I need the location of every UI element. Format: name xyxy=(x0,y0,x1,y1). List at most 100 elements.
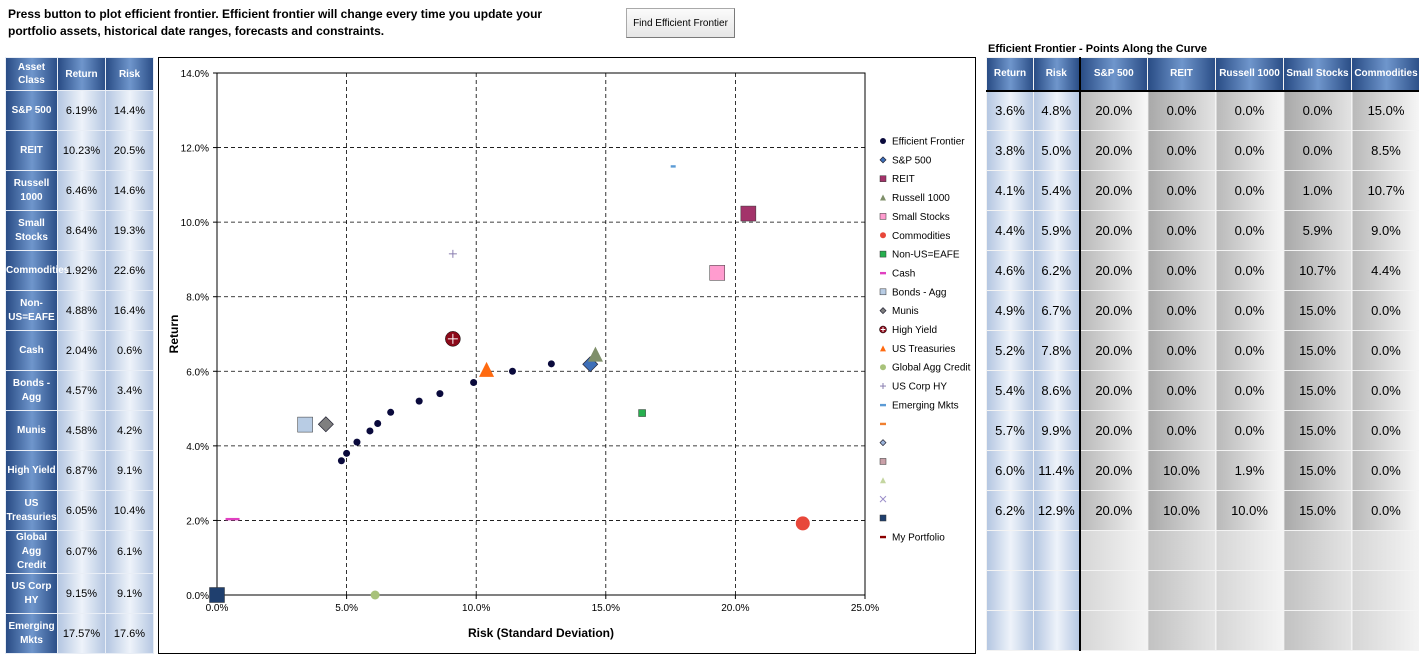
legend-label: Bonds - Agg xyxy=(892,287,946,298)
data-point-0-10 xyxy=(547,360,555,368)
ef-allocation-cell: 9.0% xyxy=(1351,210,1419,251)
asset-risk-cell[interactable]: 22.6% xyxy=(105,250,154,291)
y-axis-label: Return xyxy=(167,315,181,354)
data-point-0-7 xyxy=(436,390,444,398)
asset-risk-cell[interactable]: 20.5% xyxy=(105,130,154,171)
asset-risk-cell[interactable]: 17.6% xyxy=(105,613,154,654)
asset-return-cell[interactable]: 6.07% xyxy=(57,530,106,574)
asset-return-cell[interactable]: 6.05% xyxy=(57,490,106,531)
y-tick-label: 6.0% xyxy=(186,367,209,378)
asset-name-cell: Small Stocks xyxy=(5,210,58,251)
ef-allocation-cell: 15.0% xyxy=(1351,89,1419,131)
empty-row xyxy=(986,570,1419,611)
asset-name-cell: REIT xyxy=(5,130,58,171)
efficient-frontier-points-table: Return Risk S&P 500 REIT Russell 1000 Small S… xyxy=(986,57,1419,651)
ef-point-cell: 5.4% xyxy=(986,370,1034,411)
empty-cell xyxy=(1351,530,1419,571)
asset-table-header: Return xyxy=(57,57,106,91)
data-point-0-5 xyxy=(387,408,395,416)
empty-cell xyxy=(1033,610,1080,651)
asset-risk-cell[interactable]: 4.2% xyxy=(105,410,154,451)
asset-name-cell: US Corp HY xyxy=(5,573,58,614)
data-point-0-0 xyxy=(337,457,345,465)
asset-name-cell: S&P 500 xyxy=(5,90,58,131)
empty-cell xyxy=(1283,530,1352,571)
table-row: High Yield 6.87% 9.1% xyxy=(5,450,154,491)
legend-marker-4 xyxy=(879,213,887,220)
ef-allocation-cell: 1.0% xyxy=(1283,170,1352,211)
legend-label: Small Stocks xyxy=(892,212,950,223)
asset-risk-cell[interactable]: 3.4% xyxy=(105,370,154,411)
asset-risk-cell[interactable]: 10.4% xyxy=(105,490,154,531)
find-efficient-frontier-button[interactable]: Find Efficient Frontier xyxy=(626,8,735,38)
data-point-3-0 xyxy=(587,346,603,362)
asset-return-cell[interactable]: 4.58% xyxy=(57,410,106,451)
empty-cell xyxy=(1215,530,1284,571)
asset-return-cell[interactable]: 6.87% xyxy=(57,450,106,491)
legend-marker-3 xyxy=(880,194,886,201)
asset-return-cell[interactable]: 6.46% xyxy=(57,170,106,211)
empty-cell xyxy=(986,610,1034,651)
table-row: Commodities 1.92% 22.6% xyxy=(5,250,154,291)
ef-allocation-cell: 0.0% xyxy=(1147,210,1216,251)
chart-canvas: 0.0% 2.0% 4.0% 6.0% 8.0% 10.0% 12.0% 14.0% 0.0% 5… xyxy=(167,69,971,640)
ef-table-header: S&P 500 xyxy=(1078,57,1148,91)
legend-label: REIT xyxy=(892,174,915,185)
table-row: 4.9% 6.7% 20.0% 0.0% 0.0% 15.0% 0.0% xyxy=(986,290,1419,331)
empty-cell xyxy=(1283,570,1352,611)
y-tick-label: 14.0% xyxy=(181,69,209,80)
legend-label: Cash xyxy=(892,268,915,279)
ef-point-cell: 6.7% xyxy=(1033,290,1080,331)
ef-point-cell: 5.0% xyxy=(1033,130,1080,171)
data-point-7-0 xyxy=(225,517,240,521)
legend-label: US Corp HY xyxy=(892,382,947,393)
ef-allocation-cell: 10.7% xyxy=(1351,170,1419,211)
ef-allocation-cell: 0.0% xyxy=(1215,290,1284,331)
asset-name-cell: US Treasuries xyxy=(5,490,58,531)
ef-allocation-cell: 0.0% xyxy=(1215,250,1284,291)
asset-return-cell[interactable]: 17.57% xyxy=(57,613,106,654)
legend-marker-1 xyxy=(879,156,887,164)
empty-cell xyxy=(1033,570,1080,611)
asset-name-cell: Cash xyxy=(5,330,58,371)
data-point-2-0 xyxy=(740,205,757,222)
empty-cell xyxy=(1351,610,1419,651)
asset-risk-cell[interactable]: 19.3% xyxy=(105,210,154,251)
asset-risk-cell[interactable]: 14.6% xyxy=(105,170,154,211)
ef-point-cell: 4.9% xyxy=(986,290,1034,331)
asset-return-cell[interactable]: 9.15% xyxy=(57,573,106,614)
ef-point-cell: 5.4% xyxy=(1033,170,1080,211)
data-point-14-0 xyxy=(670,165,676,168)
y-tick-label: 10.0% xyxy=(181,218,209,229)
asset-return-cell[interactable]: 6.19% xyxy=(57,90,106,131)
table-row: Emerging Mkts 17.57% 17.6% xyxy=(5,613,154,654)
data-point-0-2 xyxy=(353,438,361,446)
table-row: Cash 2.04% 0.6% xyxy=(5,330,154,371)
legend-marker-6 xyxy=(879,250,887,258)
asset-risk-cell[interactable]: 9.1% xyxy=(105,450,154,491)
plot-area xyxy=(216,72,866,596)
asset-risk-cell[interactable]: 14.4% xyxy=(105,90,154,131)
ef-allocation-cell: 4.4% xyxy=(1351,250,1419,291)
asset-return-cell[interactable]: 10.23% xyxy=(57,130,106,171)
asset-risk-cell[interactable]: 16.4% xyxy=(105,290,154,331)
asset-return-cell[interactable]: 2.04% xyxy=(57,330,106,371)
asset-risk-cell[interactable]: 6.1% xyxy=(105,530,154,574)
table-row: REIT 10.23% 20.5% xyxy=(5,130,154,171)
asset-risk-cell[interactable]: 0.6% xyxy=(105,330,154,371)
asset-return-cell[interactable]: 4.57% xyxy=(57,370,106,411)
ef-point-cell: 4.1% xyxy=(986,170,1034,211)
ef-allocation-cell: 20.0% xyxy=(1078,330,1148,371)
asset-risk-cell[interactable]: 9.1% xyxy=(105,573,154,614)
ef-allocation-cell: 0.0% xyxy=(1351,370,1419,411)
ef-allocation-cell: 0.0% xyxy=(1215,130,1284,171)
legend-marker-9 xyxy=(879,307,887,315)
legend-label: Munis xyxy=(892,306,919,317)
asset-name-cell: Global Agg Credit xyxy=(5,530,58,574)
asset-return-cell[interactable]: 1.92% xyxy=(57,250,106,291)
asset-return-cell[interactable]: 4.88% xyxy=(57,290,106,331)
ef-table-header: Risk xyxy=(1033,57,1080,91)
ef-allocation-cell: 0.0% xyxy=(1351,290,1419,331)
asset-return-cell[interactable]: 8.64% xyxy=(57,210,106,251)
ef-allocation-cell: 20.0% xyxy=(1078,410,1148,451)
